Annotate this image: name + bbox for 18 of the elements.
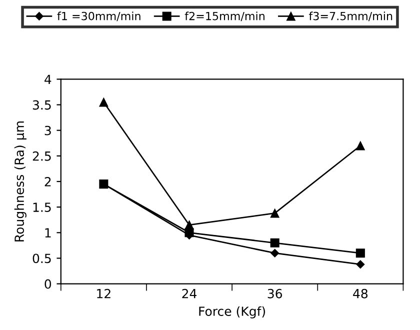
y-tick-label: 1.5 <box>33 202 51 212</box>
x-tick-label: 48 <box>353 288 368 298</box>
y-tick-label: 0 <box>44 279 52 289</box>
y-tick-label: 1 <box>45 228 51 238</box>
x-tick-label: 12 <box>97 288 110 298</box>
legend-label: f1 =30mm/min <box>57 12 140 22</box>
y-tick-label: 2 <box>44 176 51 186</box>
y-tick-label: 2.5 <box>32 151 51 161</box>
legend-label: f2=15mm/min <box>184 12 264 22</box>
x-tick-label: 36 <box>268 288 282 298</box>
legend-label: f3=7.5mm/min <box>308 12 392 22</box>
y-tick-label: 3.5 <box>32 100 51 110</box>
x-axis-title: Force (Kgf) <box>199 306 266 318</box>
y-tick-label: 0.5 <box>32 254 51 264</box>
y-axis-title: Roughness (Ra) µm <box>14 122 26 242</box>
y-tick-label: 3 <box>44 126 51 136</box>
x-tick-label: 24 <box>182 288 197 298</box>
y-tick-label: 4 <box>44 74 52 84</box>
